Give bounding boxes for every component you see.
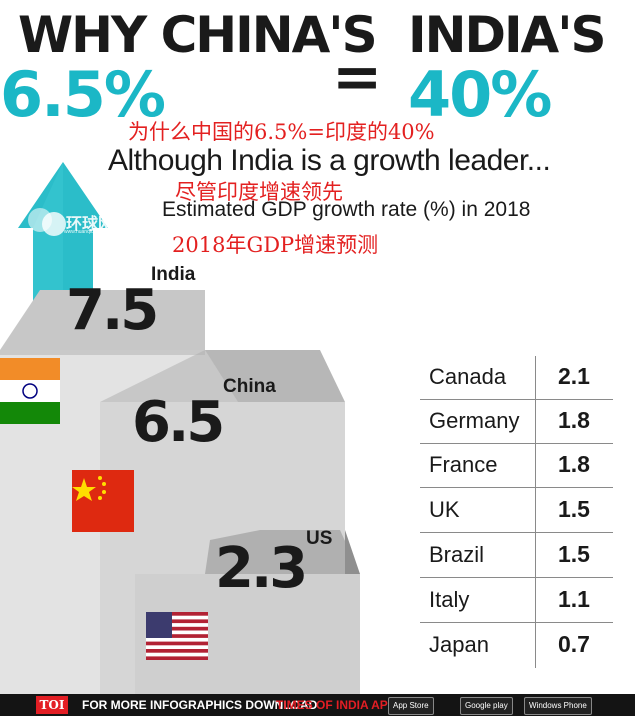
table-row: Japan 0.7 [420,624,613,668]
windows-phone-badge[interactable]: Windows Phone [524,697,592,715]
footer-brand-logo: TOI [36,696,68,714]
table-value: 1.1 [558,586,590,612]
table-row: Italy 1.1 [420,579,613,623]
step-label-china: China [223,376,276,397]
table-value: 1.5 [558,496,590,522]
watermark-url: www.huanqiu.com [64,229,105,235]
step-label-us: US [306,528,333,549]
headline-china-value: 6.5% [0,58,166,131]
chinese-subtitle: 尽管印度增速领先 [175,180,343,204]
table-value: 1.5 [558,541,590,567]
table-divider [535,356,536,668]
subtitle: Although India is a growth leader... [108,144,551,177]
step-value-china: 6.5 [132,390,225,455]
headline-line1-right: INDIA'S [408,6,607,64]
step-value-us: 2.3 [215,536,308,601]
india-flag-icon [0,358,60,424]
chart-caption: Estimated GDP growth rate (%) in 2018 [162,198,531,221]
step-label-india: India [151,264,196,285]
headline-equals: = [332,42,382,112]
table-value: 0.7 [558,631,590,657]
table-country: Japan [429,632,489,657]
table-country: Canada [429,364,507,389]
google-play-badge[interactable]: Google play [460,697,513,715]
watermark-name: 环球网 [66,214,115,233]
table-country: Germany [429,408,520,433]
table-row: Brazil 1.5 [420,534,613,578]
table-row: France 1.8 [420,444,613,488]
chinese-title: 为什么中国的6.5%=印度的40% [128,120,435,144]
footer-text: FOR MORE INFOGRAPHICS DOWNLOAD [82,698,318,712]
table-row: UK 1.5 [420,489,613,533]
table-row: Canada 2.1 [420,356,613,400]
step-us-top [205,530,360,574]
table-country: Italy [429,587,470,612]
table-country: UK [429,497,460,522]
us-flag-icon [146,612,208,660]
step-value-india: 7.5 [66,278,159,343]
footer-bar: TOI FOR MORE INFOGRAPHICS DOWNLOAD TIMES… [0,694,635,716]
headline-india-value: 40% [408,58,552,131]
watermark-globe-icon [42,212,66,236]
table-row: Germany 1.8 [420,400,613,444]
app-store-badge[interactable]: App Store [388,697,434,715]
step-china-top [205,350,345,402]
chinese-chart-label: 2018年GDP增速预测 [172,233,379,257]
headline-line1-left: WHY CHINA'S [18,6,378,64]
china-flag-icon [72,470,134,532]
table-value: 1.8 [558,407,590,433]
table-country: France [429,452,498,477]
step-india-top [0,290,205,350]
table-country: Brazil [429,542,485,567]
growth-arrow-icon [18,162,108,325]
footer-app-name[interactable]: TIMES OF INDIA APP [276,698,396,712]
table-value: 2.1 [558,363,590,389]
table-value: 1.8 [558,451,590,477]
